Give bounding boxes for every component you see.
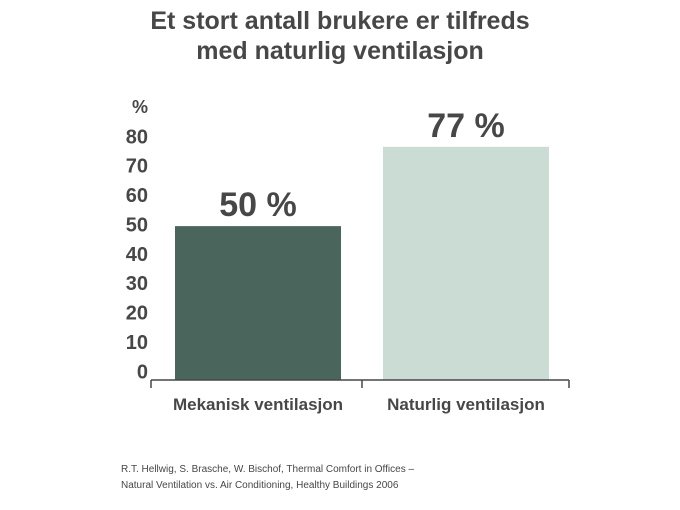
y-tick-label: 20 (126, 303, 148, 325)
y-tick-label: 70 (126, 156, 148, 178)
y-tick-label: 30 (126, 273, 148, 295)
y-tick-label: 40 (126, 244, 148, 266)
y-tick-labels: 0 10 20 30 40 50 60 70 80 (126, 126, 148, 383)
source-citation: R.T. Hellwig, S. Brasche, W. Bischof, Th… (121, 462, 414, 494)
chart-title-line-1: Et stort antall brukere er tilfreds (150, 7, 530, 35)
source-citation-line-2: Natural Ventilation vs. Air Conditioning… (121, 480, 399, 491)
x-tick-label: Naturlig ventilasjon (387, 395, 545, 414)
y-tick-label: 10 (126, 332, 148, 354)
bar-naturlig (383, 146, 549, 380)
source-citation-line-1: R.T. Hellwig, S. Brasche, W. Bischof, Th… (121, 464, 415, 475)
bar-value-label: 50 % (219, 186, 297, 224)
x-axis: Mekanisk ventilasjon Naturlig ventilasjon (150, 379, 570, 414)
x-tick-label: Mekanisk ventilasjon (173, 395, 343, 414)
bar-value-label: 77 % (427, 107, 505, 145)
chart-title: Et stort antall brukere er tilfreds med … (0, 6, 680, 66)
x-tick-labels: Mekanisk ventilasjon Naturlig ventilasjon (173, 395, 545, 414)
y-axis: % 0 10 20 30 40 50 60 70 80 (126, 97, 148, 383)
y-axis-unit-label: % (132, 97, 148, 117)
chart-title-line-2: med naturlig ventilasjon (196, 37, 484, 65)
bars (175, 146, 549, 380)
x-axis-ticks (150, 380, 570, 388)
y-tick-label: 0 (137, 361, 148, 383)
y-tick-label: 50 (126, 214, 148, 236)
bar-value-labels: 50 % 77 % (219, 107, 505, 224)
y-tick-label: 80 (126, 126, 148, 148)
y-tick-label: 60 (126, 185, 148, 207)
bar-mekanisk (175, 226, 341, 380)
